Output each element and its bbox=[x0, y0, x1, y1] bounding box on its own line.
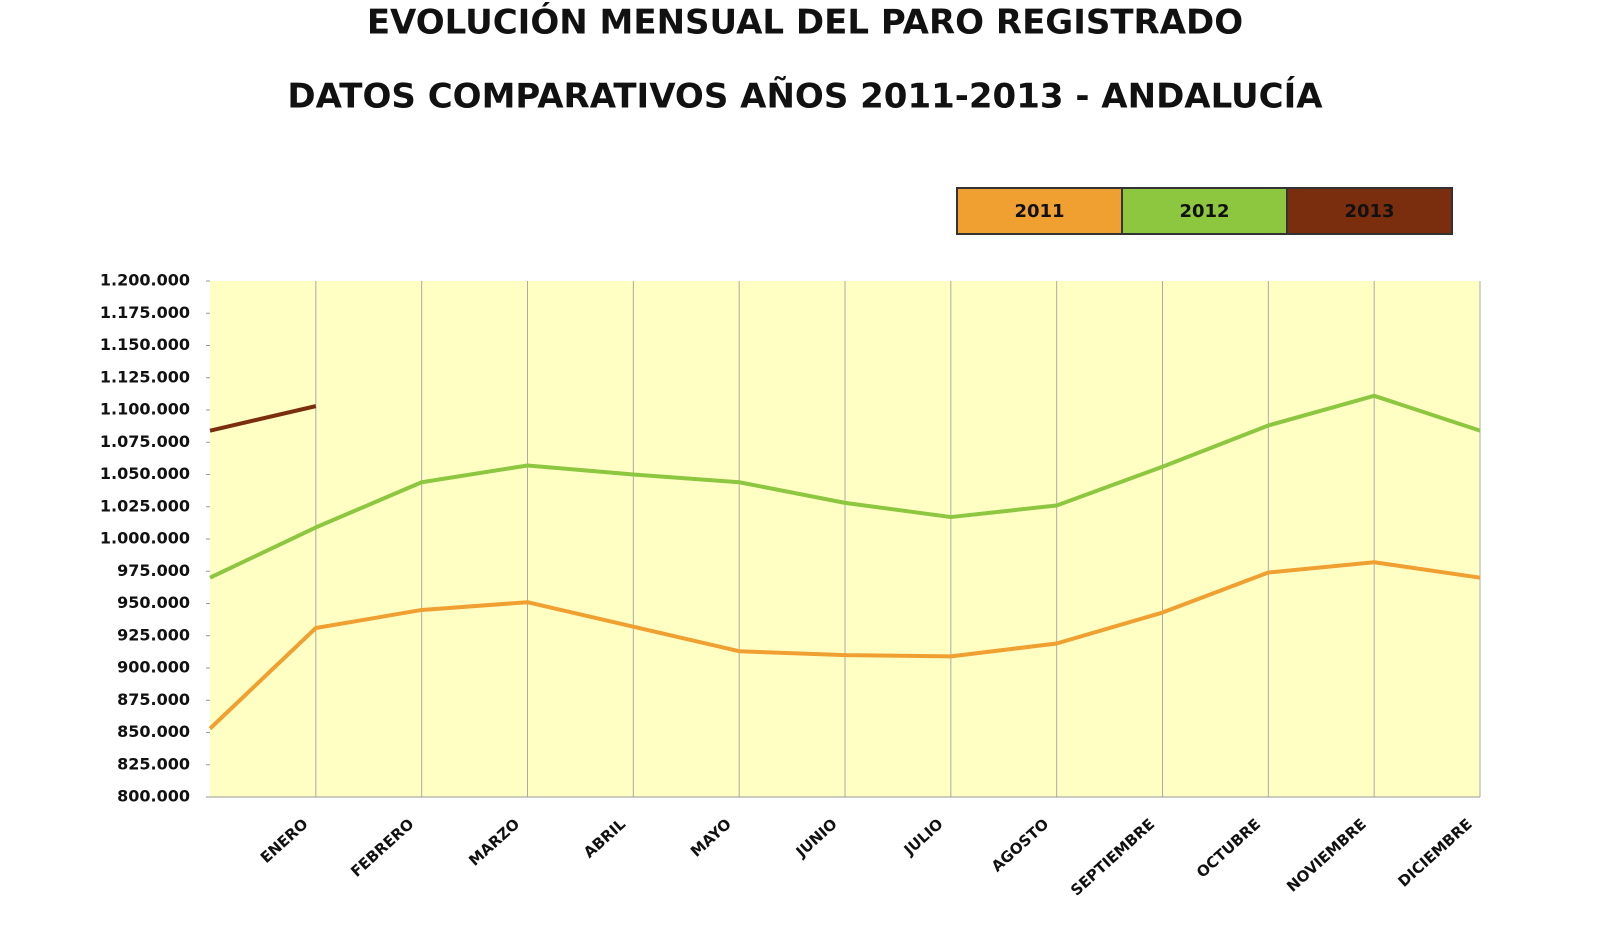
legend-label: 2012 bbox=[1179, 201, 1229, 222]
x-tick-label: ENERO bbox=[257, 815, 312, 867]
y-tick-label: 975.000 bbox=[117, 561, 190, 580]
legend-swatch bbox=[1286, 187, 1453, 235]
x-tick-label: OCTUBRE bbox=[1193, 815, 1264, 882]
x-tick-label: SEPTIEMBRE bbox=[1067, 815, 1158, 899]
legend-swatch bbox=[1121, 187, 1288, 235]
y-tick-label: 950.000 bbox=[117, 593, 190, 612]
series-line bbox=[209, 404, 317, 433]
y-tick-label: 1.150.000 bbox=[100, 335, 190, 354]
legend-label: 2013 bbox=[1344, 201, 1394, 222]
y-tick-label: 900.000 bbox=[117, 658, 190, 677]
y-tick-label: 875.000 bbox=[117, 690, 190, 709]
y-tick-label: 1.100.000 bbox=[100, 400, 190, 419]
y-tick-label: 825.000 bbox=[117, 754, 190, 773]
x-tick-label: MAYO bbox=[687, 815, 735, 861]
chart-subtitle: DATOS COMPARATIVOS AÑOS 2011-2013 - ANDA… bbox=[287, 76, 1323, 117]
y-tick-label: 1.025.000 bbox=[100, 496, 190, 515]
chart-title: EVOLUCIÓN MENSUAL DEL PARO REGISTRADO bbox=[367, 2, 1243, 43]
y-tick-label: 1.125.000 bbox=[100, 367, 190, 386]
series-line bbox=[209, 393, 1481, 580]
series-line bbox=[208, 560, 1481, 731]
x-tick-label: JUNIO bbox=[792, 815, 841, 862]
y-tick-label: 1.075.000 bbox=[100, 432, 190, 451]
x-tick-label: NOVIEMBRE bbox=[1283, 815, 1370, 896]
y-tick-label: 1.050.000 bbox=[100, 464, 190, 483]
y-tick-label: 850.000 bbox=[117, 722, 190, 741]
legend-swatch bbox=[956, 187, 1123, 235]
y-tick-label: 1.175.000 bbox=[100, 303, 190, 322]
y-tick-label: 925.000 bbox=[117, 625, 190, 644]
y-tick-label: 1.200.000 bbox=[100, 271, 190, 290]
x-tick-label: FEBRERO bbox=[347, 815, 417, 881]
x-tick-label: MARZO bbox=[465, 815, 523, 870]
y-tick-label: 1.000.000 bbox=[100, 529, 190, 548]
x-tick-label: JULIO bbox=[900, 815, 947, 860]
x-tick-label: AGOSTO bbox=[988, 815, 1052, 876]
y-tick-label: 800.000 bbox=[117, 787, 190, 806]
x-tick-label: ABRIL bbox=[580, 815, 629, 862]
legend-label: 2011 bbox=[1014, 201, 1064, 222]
x-tick-label: DICIEMBRE bbox=[1395, 815, 1476, 891]
